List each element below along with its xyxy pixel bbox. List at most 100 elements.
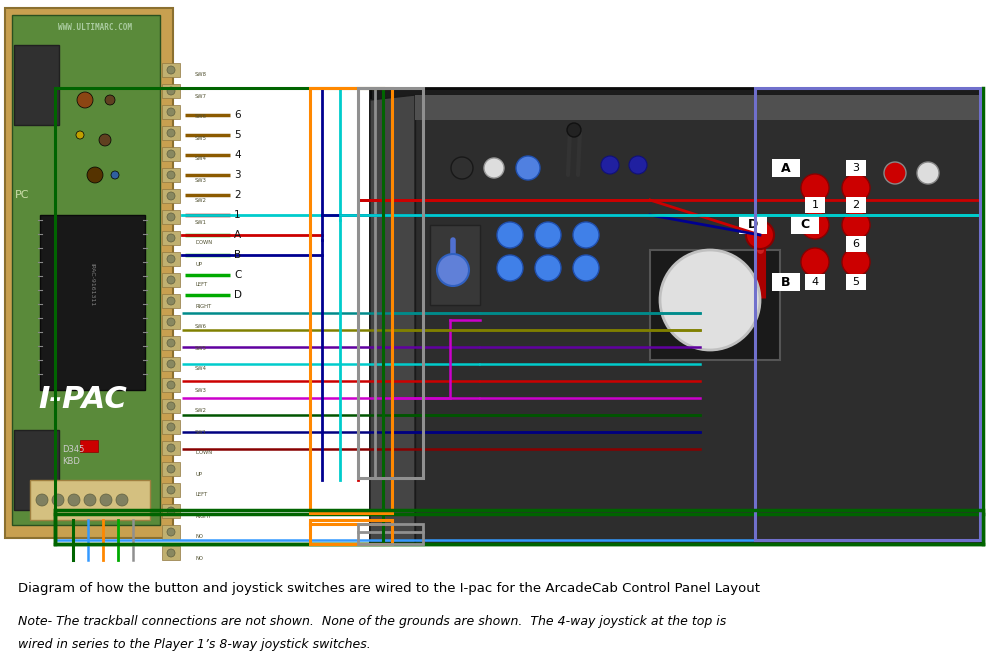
Text: Note- The trackball connections are not shown.  None of the grounds are shown.  : Note- The trackball connections are not … xyxy=(18,615,726,628)
Bar xyxy=(162,168,180,182)
Text: wired in series to the Player 1’s 8-way joystick switches.: wired in series to the Player 1’s 8-way … xyxy=(18,638,371,651)
Text: C: C xyxy=(234,270,241,280)
Text: SW3: SW3 xyxy=(195,387,207,393)
Text: SW6: SW6 xyxy=(195,115,207,119)
Text: DOWN: DOWN xyxy=(195,450,212,456)
Circle shape xyxy=(167,318,175,326)
Circle shape xyxy=(629,156,647,174)
Text: 6: 6 xyxy=(852,239,860,249)
Text: UP: UP xyxy=(195,472,202,476)
Circle shape xyxy=(111,171,119,179)
Bar xyxy=(162,483,180,497)
Circle shape xyxy=(842,248,870,276)
Circle shape xyxy=(167,444,175,452)
Text: I-PAC: I-PAC xyxy=(38,385,127,415)
Text: 5: 5 xyxy=(852,277,860,287)
Circle shape xyxy=(167,234,175,242)
Circle shape xyxy=(167,549,175,557)
Bar xyxy=(162,336,180,350)
Bar xyxy=(358,88,423,478)
Circle shape xyxy=(437,254,469,286)
Bar xyxy=(358,524,423,544)
Circle shape xyxy=(76,131,84,139)
Polygon shape xyxy=(370,95,415,543)
Bar xyxy=(162,504,180,518)
Text: WWW.ULTIMARC.COM: WWW.ULTIMARC.COM xyxy=(58,23,132,33)
Bar xyxy=(80,440,98,452)
Text: LEFT: LEFT xyxy=(195,492,207,498)
Bar xyxy=(55,88,383,544)
Bar xyxy=(162,462,180,476)
Circle shape xyxy=(573,222,599,248)
Text: NO: NO xyxy=(195,555,203,561)
Circle shape xyxy=(746,221,774,249)
Circle shape xyxy=(167,297,175,305)
Circle shape xyxy=(167,108,175,116)
Bar xyxy=(310,520,392,544)
Circle shape xyxy=(100,494,112,506)
Circle shape xyxy=(167,66,175,74)
Bar xyxy=(162,210,180,224)
Circle shape xyxy=(567,123,581,137)
Circle shape xyxy=(801,174,829,202)
Circle shape xyxy=(167,129,175,137)
Bar xyxy=(162,420,180,434)
Circle shape xyxy=(884,162,906,184)
Bar xyxy=(162,231,180,245)
Text: 3: 3 xyxy=(234,170,241,180)
Bar xyxy=(14,430,59,510)
Text: IPAC-9161311: IPAC-9161311 xyxy=(90,263,94,307)
Bar xyxy=(846,274,866,290)
Bar xyxy=(162,252,180,266)
Circle shape xyxy=(167,213,175,221)
Bar xyxy=(162,294,180,308)
Bar xyxy=(805,274,825,290)
Bar xyxy=(162,525,180,539)
Bar xyxy=(162,315,180,329)
Text: A: A xyxy=(234,230,241,240)
Text: Diagram of how the button and joystick switches are wired to the I-pac for the A: Diagram of how the button and joystick s… xyxy=(18,582,760,595)
Bar xyxy=(415,95,980,120)
Bar xyxy=(846,236,866,252)
Text: KBD: KBD xyxy=(62,458,80,466)
Circle shape xyxy=(573,255,599,281)
Circle shape xyxy=(167,528,175,536)
Circle shape xyxy=(167,465,175,473)
Circle shape xyxy=(917,162,939,184)
Circle shape xyxy=(167,150,175,158)
Circle shape xyxy=(167,486,175,494)
Bar xyxy=(14,45,59,125)
Bar xyxy=(162,273,180,287)
Bar xyxy=(162,357,180,371)
Text: UP: UP xyxy=(195,261,202,267)
Circle shape xyxy=(535,222,561,248)
Circle shape xyxy=(842,174,870,202)
Bar xyxy=(846,197,866,213)
Circle shape xyxy=(451,157,473,179)
Circle shape xyxy=(484,158,504,178)
Bar xyxy=(30,480,150,520)
Bar xyxy=(162,378,180,392)
Text: 1: 1 xyxy=(234,210,241,220)
Text: 1: 1 xyxy=(812,200,818,210)
Bar xyxy=(162,441,180,455)
Bar xyxy=(162,84,180,98)
Circle shape xyxy=(68,494,80,506)
Text: NO: NO xyxy=(195,535,203,539)
Circle shape xyxy=(84,494,96,506)
Text: 4: 4 xyxy=(811,277,819,287)
Circle shape xyxy=(167,276,175,284)
Bar xyxy=(370,88,983,543)
Text: SW8: SW8 xyxy=(195,72,207,78)
Text: SW5: SW5 xyxy=(195,346,207,350)
Circle shape xyxy=(842,211,870,239)
Text: RIGHT: RIGHT xyxy=(195,304,211,308)
Circle shape xyxy=(801,211,829,239)
Text: SW1: SW1 xyxy=(195,220,207,224)
Text: SW2: SW2 xyxy=(195,198,207,204)
Bar xyxy=(739,216,767,234)
Text: PC: PC xyxy=(15,190,29,200)
Circle shape xyxy=(167,255,175,263)
Bar xyxy=(805,197,825,213)
Bar xyxy=(162,147,180,161)
